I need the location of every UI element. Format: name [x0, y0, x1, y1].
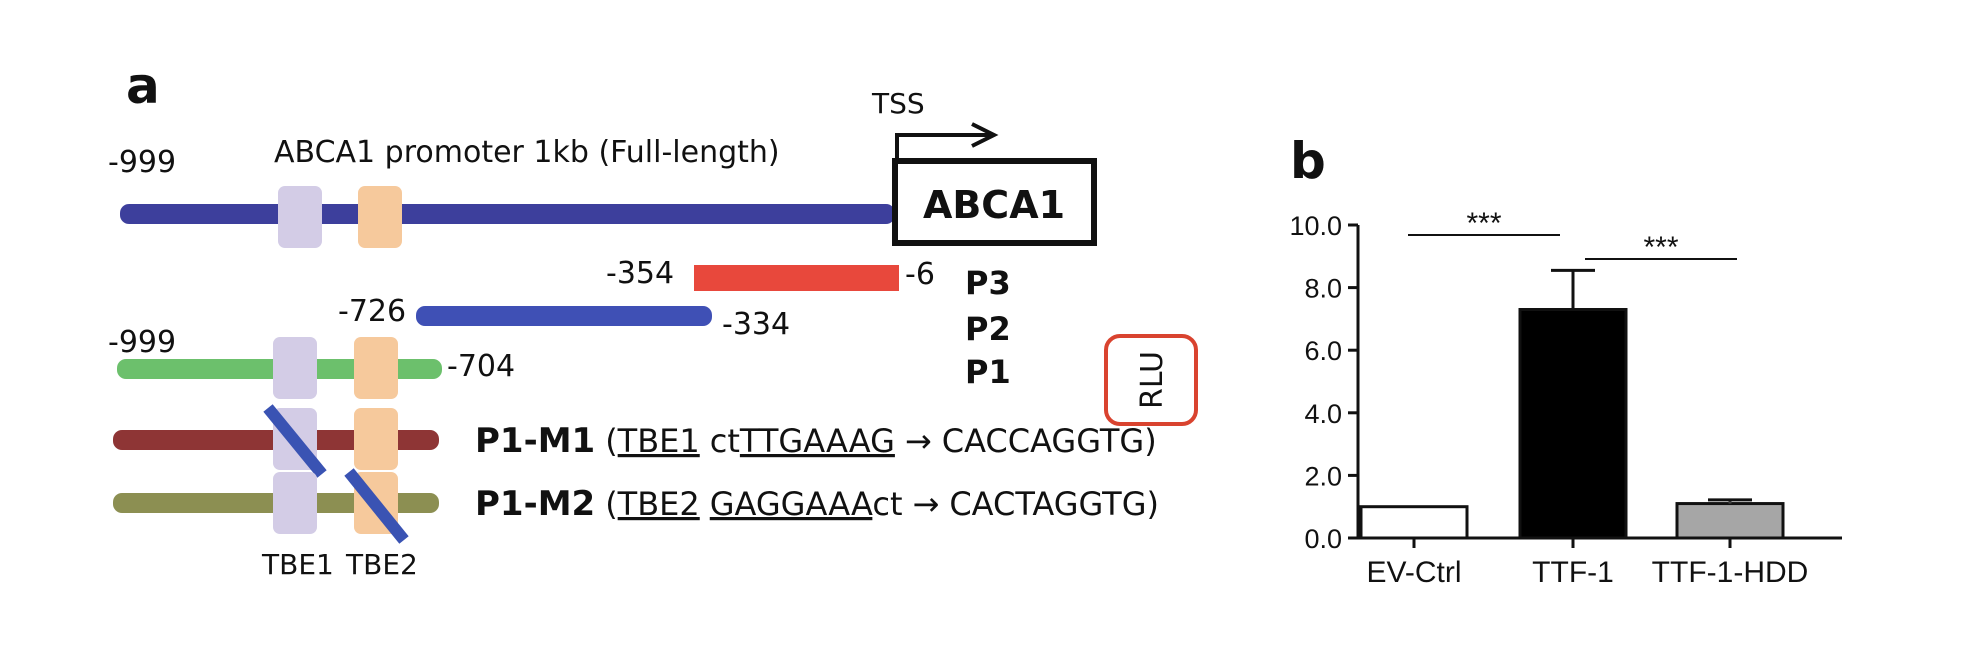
rlu-label: RLU	[1135, 351, 1170, 409]
p2-end-label: -334	[722, 307, 790, 342]
p1-m2-arrow-icon: →	[913, 485, 940, 523]
sig-stars-left: ***	[1466, 207, 1501, 240]
p1-end-label: -704	[447, 349, 515, 384]
p3-name: P3	[965, 264, 1011, 302]
bar-ttf-1	[1518, 308, 1628, 540]
panel-a-label: a	[126, 57, 160, 115]
rlu-highlight-box	[1104, 334, 1198, 426]
tbe2-label: TBE2	[345, 548, 418, 581]
p1-m2-description: P1-M2 (TBE2 GAGGAAAct → CACTAGGTG)	[475, 484, 1159, 524]
y-tick-label: 8.0	[1304, 274, 1342, 304]
full-length-promoter-bar	[120, 204, 895, 224]
bar-ev-ctrl	[1359, 505, 1469, 540]
panel-b-label: b	[1290, 132, 1326, 190]
x-tick-label: TTF-1-HDD	[1652, 556, 1809, 589]
p1-tbe2-box	[354, 337, 398, 399]
p1-m1-tbe2-box	[354, 408, 398, 470]
bars-group	[1359, 308, 1785, 540]
full-length-start-label: -999	[108, 145, 176, 180]
p2-fragment-bar	[416, 306, 712, 326]
y-tick-label: 0.0	[1304, 524, 1342, 554]
x-axis-ticks: EV-Ctrl TTF-1 TTF-1-HDD	[1366, 538, 1808, 589]
p1-m1-arrow-icon: →	[905, 422, 932, 460]
p1-m1-site: TBE1	[617, 422, 700, 460]
p3-start-label: -354	[606, 256, 674, 291]
p1-m2-post: CACTAGGTG)	[949, 485, 1159, 523]
y-axis-ticks: 0.0 2.0 4.0 6.0 8.0 10.0	[1289, 211, 1358, 554]
p2-start-label: -726	[338, 294, 406, 329]
full-length-tbe2-box	[358, 186, 402, 248]
sig-stars-right: ***	[1643, 231, 1678, 264]
tss-arrow-line	[895, 133, 990, 160]
p1-m2-seq: GAGGAAA	[710, 485, 873, 523]
p1-m1-pre: ct	[710, 422, 740, 460]
p1-m2-open-paren: (	[605, 485, 617, 523]
p1-start-label: -999	[108, 325, 176, 360]
tbe2-mutation-slash	[344, 468, 409, 544]
p1-m1-description: P1-M1 (TBE1 ctTTGAAAG → CACCAGGTG)	[475, 421, 1157, 461]
bar-chart: 0.0 2.0 4.0 6.0 8.0 10.0 EV-Ctrl TTF-1 TTF-1-HD…	[1289, 207, 1842, 589]
abca1-gene-box	[892, 158, 1097, 246]
tbe1-mutation-slash	[263, 404, 327, 478]
p1-m2-name: P1-M2	[475, 484, 595, 524]
tss-arrow-icon	[971, 122, 999, 148]
p1-name: P1	[965, 353, 1011, 391]
p1-m1-seq: TTGAAAG	[739, 422, 895, 460]
abca1-gene-label: ABCA1	[923, 183, 1065, 227]
tss-label: TSS	[871, 87, 925, 120]
y-tick-label: 4.0	[1304, 399, 1342, 429]
y-tick-label: 10.0	[1289, 211, 1342, 241]
p1-m2-tbe1-box	[273, 472, 317, 534]
x-tick-label: EV-Ctrl	[1366, 556, 1461, 589]
p3-fragment-bar	[694, 265, 899, 291]
tbe1-label: TBE1	[261, 548, 334, 581]
bar-ttf-1-hdd	[1675, 502, 1785, 540]
p1-m1-open-paren: (	[605, 422, 617, 460]
p3-end-label: -6	[905, 257, 935, 292]
x-tick-label: TTF-1	[1532, 556, 1614, 589]
p1-m2-site: TBE2	[617, 485, 700, 523]
error-bars-group	[1551, 268, 1752, 504]
full-length-tbe1-box	[278, 186, 322, 248]
p1-m2-post-lower: ct	[872, 485, 902, 523]
p1-m1-post: CACCAGGTG)	[942, 422, 1157, 460]
y-tick-label: 6.0	[1304, 336, 1342, 366]
p2-name: P2	[965, 310, 1011, 348]
p1-m1-name: P1-M1	[475, 421, 595, 461]
full-length-caption: ABCA1 promoter 1kb (Full-length)	[274, 135, 780, 170]
y-tick-label: 2.0	[1304, 461, 1342, 491]
p1-tbe1-box	[273, 337, 317, 399]
